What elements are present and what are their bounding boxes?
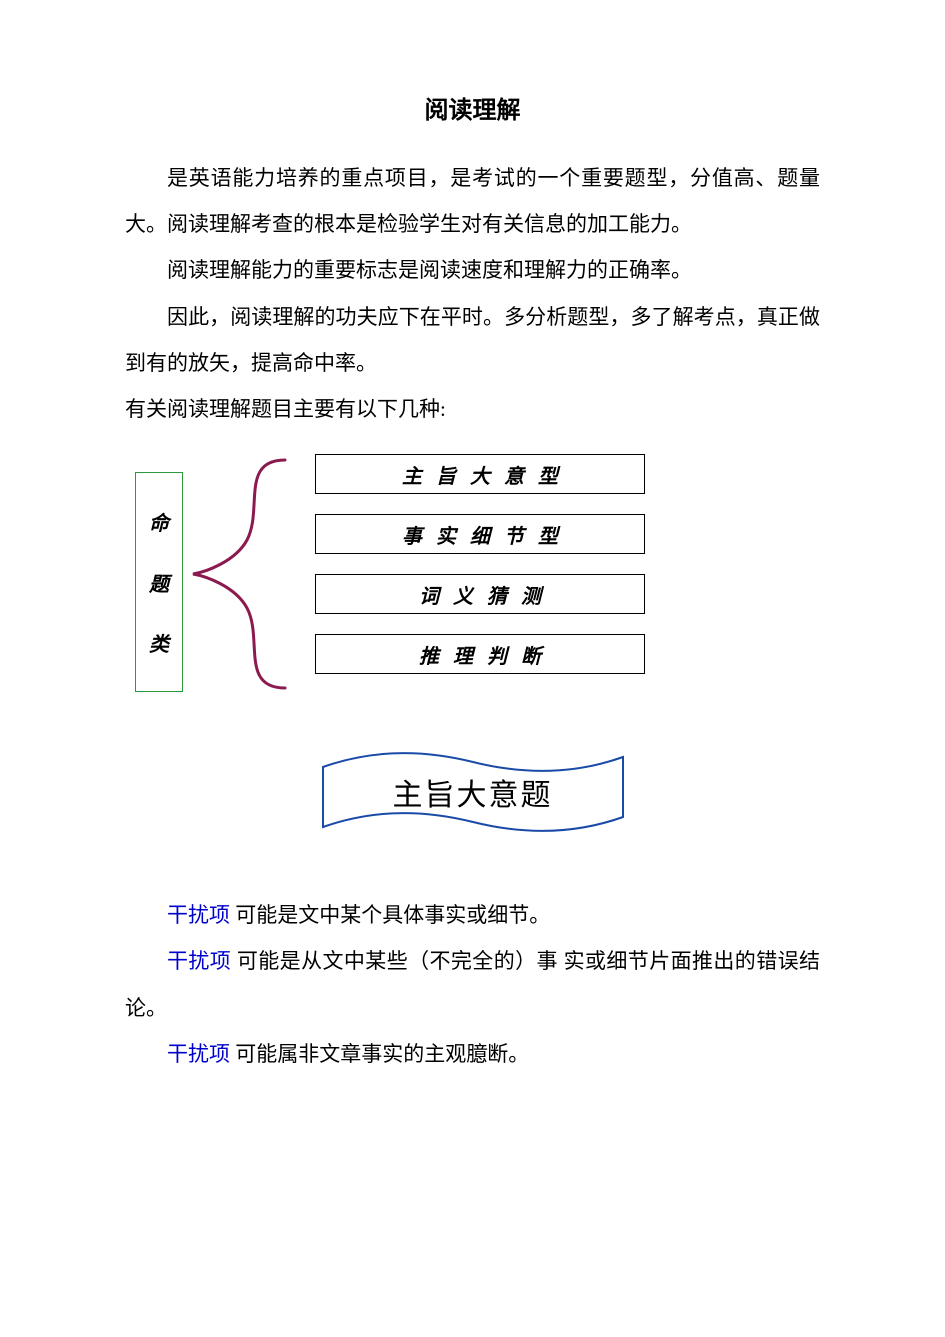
distractor-item-3: 干扰项 可能属非文章事实的主观臆断。 <box>125 1031 820 1077</box>
distractor-text-3: 可能属非文章事实的主观臆断。 <box>235 1042 529 1066</box>
topic-banner: 主旨大意题 <box>303 732 643 852</box>
brace-icon <box>185 450 295 698</box>
type-box-3: 词义猜测 <box>315 574 645 614</box>
distractor-item-1: 干扰项 可能是文中某个具体事实或细节。 <box>125 892 820 938</box>
left-char-1: 命 <box>149 507 169 536</box>
paragraph-4: 有关阅读理解题目主要有以下几种: <box>125 386 820 432</box>
diagram-type-list: 主旨大意型 事实细节型 词义猜测 推理判断 <box>315 454 645 674</box>
type-box-4: 推理判断 <box>315 634 645 674</box>
distractor-text-1: 可能是文中某个具体事实或细节。 <box>235 903 550 927</box>
type-box-2: 事实细节型 <box>315 514 645 554</box>
paragraph-2: 阅读理解能力的重要标志是阅读速度和理解力的正确率。 <box>125 247 820 293</box>
question-type-diagram: 命 题 类 主旨大意型 事实细节型 词义猜测 推理判断 <box>125 442 685 702</box>
distractor-label: 干扰项 <box>167 1042 230 1066</box>
left-char-3: 类 <box>149 628 169 657</box>
paragraph-1: 是英语能力培养的重点项目，是考试的一个重要题型，分值高、题量大。阅读理解考查的根… <box>125 155 820 247</box>
page-title: 阅读理解 <box>125 90 820 125</box>
type-box-1: 主旨大意型 <box>315 454 645 494</box>
paragraph-3: 因此，阅读理解的功夫应下在平时。多分析题型，多了解考点，真正做到有的放矢，提高命… <box>125 294 820 386</box>
banner-text: 主旨大意题 <box>303 732 643 852</box>
left-char-2: 题 <box>149 568 169 597</box>
diagram-left-box: 命 题 类 <box>135 472 183 692</box>
distractor-item-2: 干扰项 可能是从文中某些（不完全的）事 实或细节片面推出的错误结论。 <box>125 938 820 1030</box>
distractor-label: 干扰项 <box>167 949 231 973</box>
distractor-label: 干扰项 <box>167 903 230 927</box>
